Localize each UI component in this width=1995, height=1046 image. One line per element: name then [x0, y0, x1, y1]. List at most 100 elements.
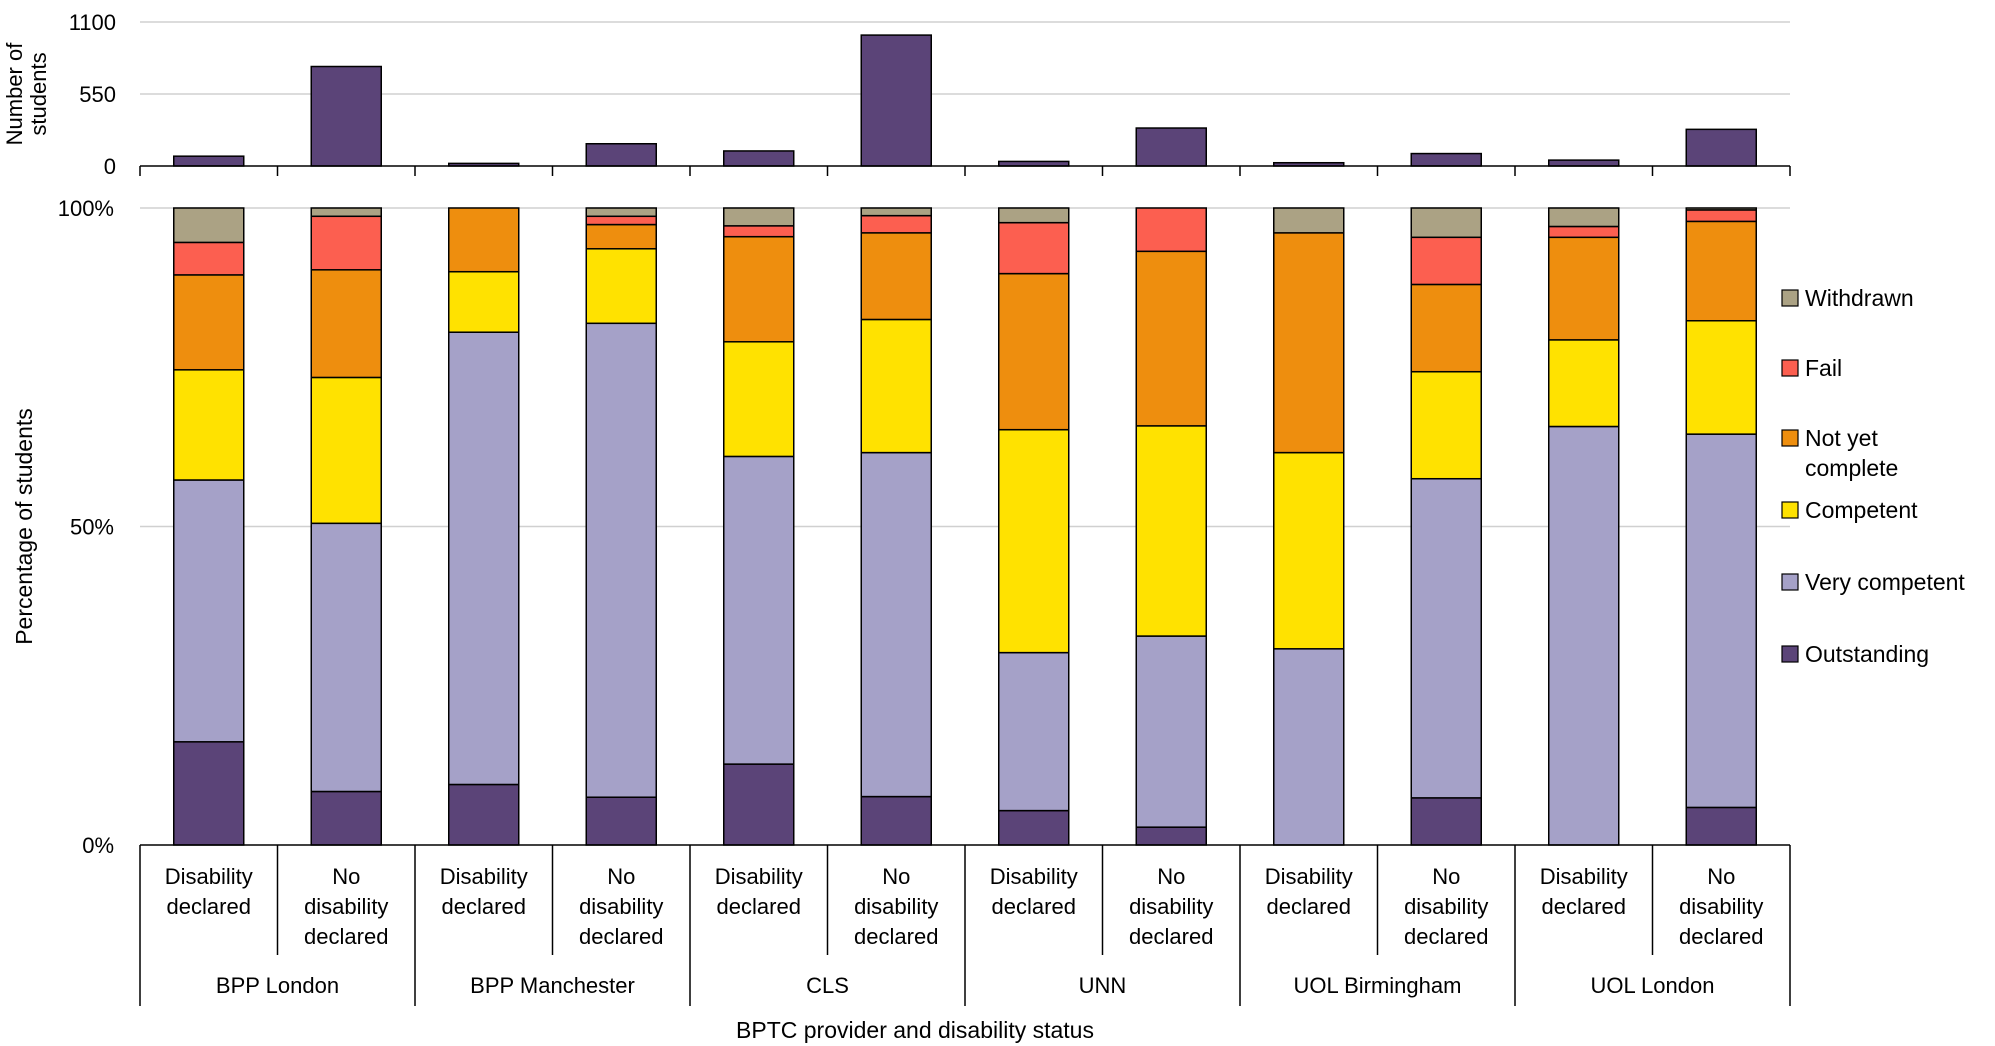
- x-subcategory-label-line: Disability: [1265, 864, 1353, 889]
- bottom-panel-gridlines: [140, 207, 1790, 528]
- bar-segment-very-competent: [310, 522, 382, 793]
- bar-segment-very-competent: [998, 651, 1070, 812]
- bar-segment-very-competent: [585, 322, 657, 798]
- bar-segment-fail: [998, 221, 1070, 275]
- top-bar: [1548, 159, 1620, 167]
- bar-segment-outstanding: [173, 741, 245, 846]
- bar-segment-competent: [448, 270, 520, 333]
- bar-segment-outstanding: [585, 796, 657, 846]
- x-subcategory-label: Disability declared: [715, 864, 803, 919]
- bottom-panel-stacked-bars: [173, 207, 1757, 846]
- x-subcategory-label-line: declared: [1129, 924, 1213, 949]
- bar-segment-fail: [1410, 236, 1482, 286]
- x-group-label: UOL Birmingham: [1294, 973, 1462, 998]
- bar-segment-very-competent: [1135, 635, 1207, 828]
- top-bar: [723, 150, 795, 167]
- top-panel-axis: 0 550 1100 Number ofstudents: [2, 10, 1791, 179]
- legend-label: Withdrawn: [1805, 285, 1914, 311]
- x-subcategory-label: Disability declared: [1540, 864, 1628, 919]
- x-group-label: UOL London: [1591, 973, 1715, 998]
- legend-label-line: Not yet: [1805, 425, 1878, 451]
- bottom-panel-axis: 0% 50% 100% Percentage of students: [11, 196, 114, 858]
- top-y-axis-title: Number ofstudents: [2, 42, 51, 146]
- x-group-label: BPP London: [216, 973, 339, 998]
- bar-segment-withdrawn: [1685, 207, 1757, 211]
- x-subcategory-label-line: declared: [1542, 894, 1626, 919]
- legend-swatch: [1781, 359, 1799, 377]
- bar-segment-fail: [585, 215, 657, 226]
- legend-swatch: [1781, 501, 1799, 519]
- top-y-tick-label: 550: [79, 82, 116, 107]
- bar-segment-not-yet-complete: [1135, 250, 1207, 427]
- top-y-axis-title-line: students: [26, 52, 51, 135]
- bar-segment-withdrawn: [1273, 207, 1345, 234]
- x-axis-title: BPTC provider and disability status: [736, 1017, 1094, 1043]
- bar-segment-fail: [1685, 209, 1757, 223]
- legend-label-line: Outstanding: [1805, 641, 1929, 667]
- bar-segment-very-competent: [1685, 433, 1757, 809]
- bottom-y-tick-label: 50%: [70, 515, 114, 540]
- bar-segment-outstanding: [723, 763, 795, 846]
- top-y-axis-title-line: Number of: [2, 42, 27, 146]
- bar-segment-competent: [1548, 339, 1620, 428]
- bar-segment-outstanding: [998, 809, 1070, 846]
- x-subcategory-label-line: No: [1707, 864, 1735, 889]
- bar-segment-fail: [860, 214, 932, 234]
- bar-segment-competent: [310, 376, 382, 525]
- bar-segment-very-competent: [1273, 648, 1345, 846]
- bottom-y-tick-label: 100%: [58, 196, 114, 221]
- bar-segment-outstanding: [1135, 826, 1207, 846]
- x-subcategory-label: Disability declared: [1265, 864, 1353, 919]
- top-panel-bars: [173, 34, 1757, 167]
- x-subcategory-label-line: disability: [854, 894, 938, 919]
- bar-segment-withdrawn: [723, 207, 795, 227]
- bar-segment-not-yet-complete: [860, 232, 932, 321]
- bar-segment-not-yet-complete: [448, 207, 520, 273]
- x-subcategory-label-line: declared: [1404, 924, 1488, 949]
- bar-segment-withdrawn: [1410, 207, 1482, 239]
- bar-segment-outstanding: [860, 795, 932, 846]
- bar-segment-competent: [860, 318, 932, 454]
- top-y-tick-label: 0: [104, 154, 116, 179]
- x-subcategory-label-line: Disability: [715, 864, 803, 889]
- bar-segment-outstanding: [1410, 797, 1482, 846]
- x-subcategory-label-line: No: [332, 864, 360, 889]
- x-subcategory-label-line: Disability: [990, 864, 1078, 889]
- bar-segment-very-competent: [173, 479, 245, 743]
- bar-segment-competent: [173, 369, 245, 481]
- bar-segment-very-competent: [860, 451, 932, 798]
- bar-segment-not-yet-complete: [310, 269, 382, 379]
- bar-segment-fail: [723, 225, 795, 238]
- x-subcategory-label: No disability declared: [579, 864, 663, 949]
- top-bar: [1685, 128, 1757, 167]
- x-subcategory-label: No disability declared: [1404, 864, 1488, 949]
- bar-segment-not-yet-complete: [1685, 220, 1757, 322]
- legend: Withdrawn Fail Not yet complete Competent Ver…: [1781, 285, 1965, 667]
- x-group-label: BPP Manchester: [470, 973, 635, 998]
- x-subcategory-label-line: No: [882, 864, 910, 889]
- x-subcategory-label-line: declared: [854, 924, 938, 949]
- top-bar: [310, 65, 382, 167]
- bar-segment-outstanding: [448, 783, 520, 846]
- x-subcategory-label-line: disability: [1129, 894, 1213, 919]
- bar-segment-not-yet-complete: [723, 235, 795, 343]
- top-bar: [1135, 127, 1207, 167]
- top-bar: [860, 34, 932, 167]
- bottom-y-tick-label: 0%: [82, 833, 114, 858]
- top-bar: [173, 155, 245, 167]
- bar-segment-fail: [173, 241, 245, 276]
- x-subcategory-label-line: No: [1157, 864, 1185, 889]
- legend-label: Competent: [1805, 497, 1918, 523]
- bottom-y-axis-title: Percentage of students: [11, 408, 37, 645]
- legend-swatch: [1781, 645, 1799, 663]
- bar-segment-not-yet-complete: [1548, 236, 1620, 341]
- x-subcategory-label-line: disability: [579, 894, 663, 919]
- legend-label: Fail: [1805, 355, 1842, 381]
- top-bar: [585, 142, 657, 167]
- x-subcategory-label-line: declared: [304, 924, 388, 949]
- bar-segment-fail: [310, 215, 382, 271]
- legend-label: Outstanding: [1805, 641, 1929, 667]
